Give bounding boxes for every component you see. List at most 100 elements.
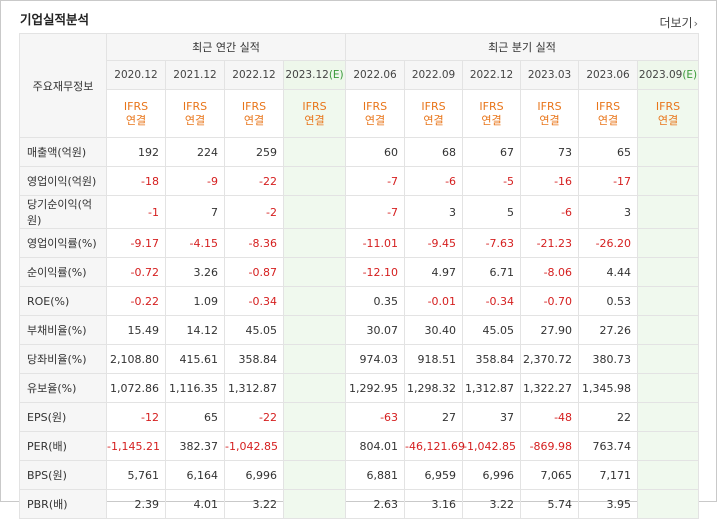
table-cell: 804.01 bbox=[345, 431, 406, 461]
table-cell: 1,312.87 bbox=[462, 373, 522, 403]
ifrs-label: IFRS 연결 bbox=[345, 89, 406, 138]
table-row: PBR(배) 2.39 4.01 3.22 2.63 3.16 3.22 5.74 3.95 bbox=[19, 489, 700, 519]
table-cell: -0.87 bbox=[224, 257, 284, 287]
row-label: PBR(배) bbox=[19, 489, 107, 519]
table-cell bbox=[282, 286, 347, 316]
table-cell: 7,065 bbox=[520, 460, 580, 490]
period-header: 2020.12 bbox=[106, 60, 166, 90]
table-cell: -46,121.69 bbox=[404, 431, 465, 461]
table-cell: -6 bbox=[404, 166, 464, 196]
row-label: EPS(원) bbox=[19, 402, 107, 432]
row-label: 부채비율(%) bbox=[19, 315, 107, 345]
table-cell bbox=[282, 344, 347, 374]
table-cell: 1,116.35 bbox=[165, 373, 225, 403]
table-cell: -9.45 bbox=[404, 228, 464, 258]
table-cell: 1,312.87 bbox=[224, 373, 284, 403]
table-cell: -9 bbox=[165, 166, 225, 196]
table-row: 부채비율(%) 15.49 14.12 45.05 30.07 30.40 45.05 27.… bbox=[19, 315, 700, 345]
table-cell: 65 bbox=[578, 137, 639, 167]
ifrs-label: IFRS 연결 bbox=[224, 89, 284, 138]
table-cell: 4.01 bbox=[165, 489, 225, 519]
more-label: 더보기 bbox=[659, 16, 693, 30]
table-cell: 1,322.27 bbox=[520, 373, 580, 403]
table-cell: 763.74 bbox=[578, 431, 639, 461]
ifrs-label: IFRS 연결 bbox=[578, 89, 639, 138]
table-cell: 6,959 bbox=[404, 460, 464, 490]
table-cell: -4.15 bbox=[165, 228, 225, 258]
table-cell bbox=[637, 257, 700, 287]
table-cell: -7 bbox=[345, 166, 406, 196]
table-cell: -0.01 bbox=[404, 286, 464, 316]
row-label: 유보율(%) bbox=[19, 373, 107, 403]
table-cell: 974.03 bbox=[345, 344, 406, 374]
quarterly-group-header: 최근 분기 실적 bbox=[345, 33, 700, 61]
table-cell: -1,042.85 bbox=[462, 431, 522, 461]
table-cell: -48 bbox=[520, 402, 580, 432]
table-cell: -17 bbox=[578, 166, 639, 196]
table-cell: -12.10 bbox=[345, 257, 406, 287]
table-cell: 380.73 bbox=[578, 344, 639, 374]
table-cell: 2,108.80 bbox=[106, 344, 166, 374]
row-label: 순이익률(%) bbox=[19, 257, 107, 287]
table-cell bbox=[282, 228, 347, 258]
table-cell bbox=[282, 460, 347, 490]
ifrs-label: IFRS 연결 bbox=[637, 89, 700, 138]
table-cell: 6,164 bbox=[165, 460, 225, 490]
table-cell: 30.07 bbox=[345, 315, 406, 345]
table-cell bbox=[637, 373, 700, 403]
table-cell: 15.49 bbox=[106, 315, 166, 345]
table-cell bbox=[282, 137, 347, 167]
table-row: EPS(원) -12 65 -22 -63 27 37 -48 22 bbox=[19, 402, 700, 432]
table-cell: 6.71 bbox=[462, 257, 522, 287]
estimate-mark: (E) bbox=[328, 69, 344, 81]
table-cell: -0.70 bbox=[520, 286, 580, 316]
period-header: 2022.12 bbox=[462, 60, 522, 90]
table-cell bbox=[282, 489, 347, 519]
period-header: 2022.09 bbox=[404, 60, 464, 90]
table-cell: -1,145.21 bbox=[106, 431, 166, 461]
table-cell: 60 bbox=[345, 137, 406, 167]
table-cell: 918.51 bbox=[404, 344, 464, 374]
table-cell: -7 bbox=[345, 195, 406, 229]
table-cell: -1,042.85 bbox=[224, 431, 284, 461]
table-cell bbox=[282, 195, 347, 229]
table-cell: 67 bbox=[462, 137, 522, 167]
table-cell: 2.39 bbox=[106, 489, 166, 519]
annual-group-header: 최근 연간 실적 bbox=[105, 33, 347, 61]
table-cell bbox=[637, 489, 700, 519]
table-cell: -0.22 bbox=[106, 286, 166, 316]
table-cell: 358.84 bbox=[462, 344, 522, 374]
table-cell: -0.72 bbox=[106, 257, 166, 287]
table-row: BPS(원) 5,761 6,164 6,996 6,881 6,959 6,996 7,06… bbox=[19, 460, 700, 490]
table-cell bbox=[637, 286, 700, 316]
table-cell: 5.74 bbox=[520, 489, 580, 519]
table-cell bbox=[282, 431, 347, 461]
table-cell bbox=[637, 402, 700, 432]
period-header: 2021.12 bbox=[165, 60, 225, 90]
table-cell: 27.26 bbox=[578, 315, 639, 345]
table-cell: -1 bbox=[106, 195, 166, 229]
table-cell: 415.61 bbox=[165, 344, 225, 374]
table-cell bbox=[282, 166, 347, 196]
table-cell: 3 bbox=[578, 195, 639, 229]
row-label: BPS(원) bbox=[19, 460, 107, 490]
table-row: ROE(%) -0.22 1.09 -0.34 0.35 -0.01 -0.34 -0.70 0… bbox=[19, 286, 700, 316]
table-cell: 3.95 bbox=[578, 489, 639, 519]
table-row: 당좌비율(%) 2,108.80 415.61 358.84 974.03 918.51 3… bbox=[19, 344, 700, 374]
table-cell bbox=[282, 373, 347, 403]
ifrs-label: IFRS 연결 bbox=[282, 89, 347, 138]
table-cell: 192 bbox=[106, 137, 166, 167]
table-row: 영업이익(억원) -18 -9 -22 -7 -6 -5 -16 -17 bbox=[19, 166, 700, 196]
period-header: 2023.06 bbox=[578, 60, 639, 90]
table-cell: 22 bbox=[578, 402, 639, 432]
table-cell: 4.44 bbox=[578, 257, 639, 287]
table-cell bbox=[637, 431, 700, 461]
table-cell: 27.90 bbox=[520, 315, 580, 345]
table-cell: 1,298.32 bbox=[404, 373, 464, 403]
estimate-mark: (E) bbox=[682, 69, 698, 81]
table-cell: 3.22 bbox=[462, 489, 522, 519]
table-cell: -0.34 bbox=[462, 286, 522, 316]
more-link[interactable]: 더보기› bbox=[659, 14, 698, 31]
table-cell bbox=[637, 166, 700, 196]
ifrs-label: IFRS 연결 bbox=[462, 89, 522, 138]
